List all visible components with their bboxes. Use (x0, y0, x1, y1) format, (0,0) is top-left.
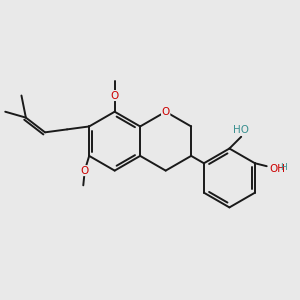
Text: O: O (81, 166, 89, 176)
Text: O: O (110, 91, 119, 100)
Text: OH: OH (269, 164, 285, 173)
Text: H: H (280, 163, 287, 172)
Text: HO: HO (233, 125, 249, 135)
Text: O: O (161, 107, 170, 117)
